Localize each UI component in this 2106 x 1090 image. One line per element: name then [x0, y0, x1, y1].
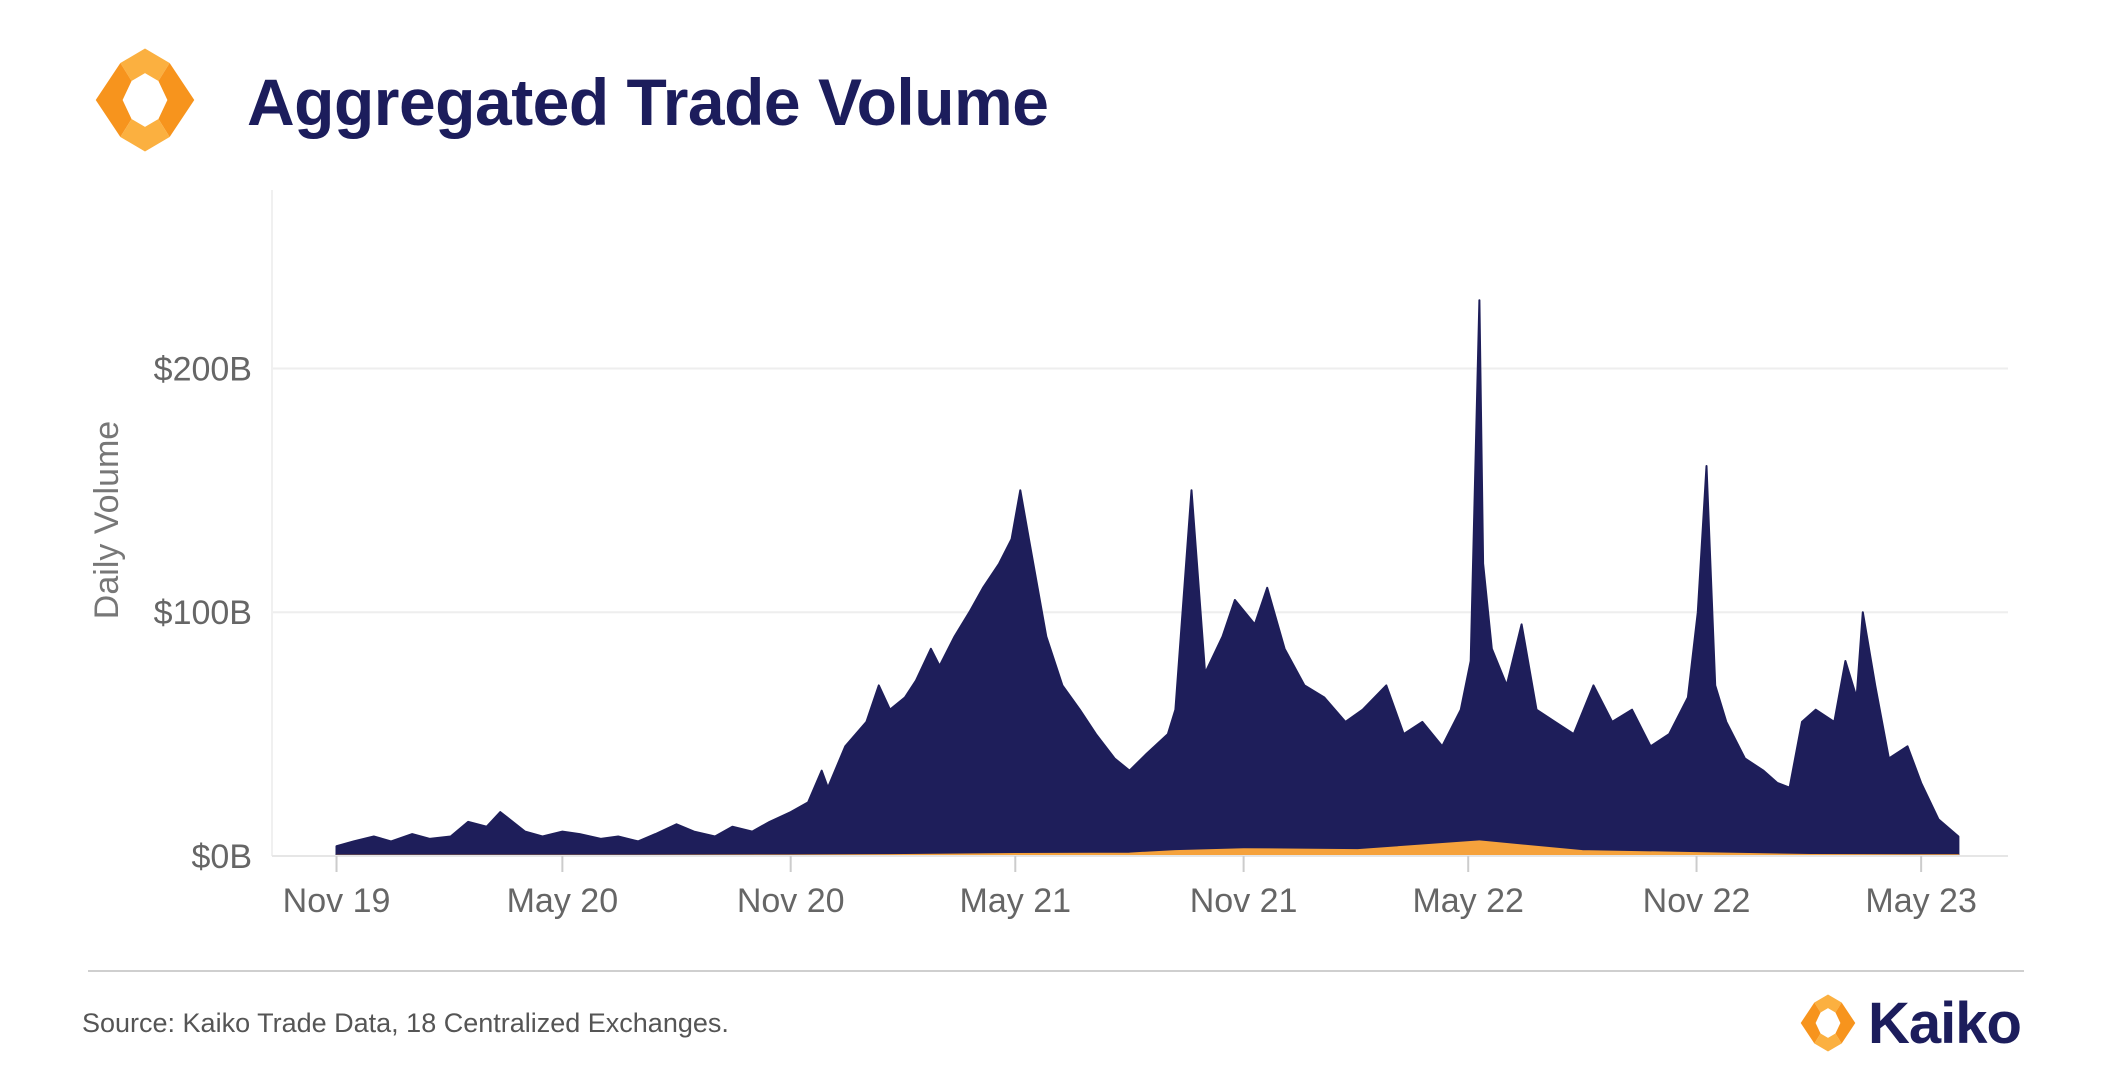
y-tick-label: $200B — [154, 350, 252, 388]
series-layer — [335, 299, 1960, 857]
x-tick-label: May 21 — [960, 882, 1072, 920]
chart-title: Aggregated Trade Volume — [247, 65, 1049, 139]
x-tick-label: Nov 22 — [1643, 882, 1751, 920]
x-tick-label: Nov 19 — [283, 882, 391, 920]
area-chart: $0B $100B $200B Nov 19 May 20 Nov 20 May 21 Nov… — [88, 190, 2008, 920]
x-tick-label: May 20 — [507, 882, 619, 920]
footer-divider — [88, 970, 2024, 972]
axes — [271, 190, 2008, 872]
x-tick-label: May 22 — [1412, 882, 1524, 920]
source-note: Source: Kaiko Trade Data, 18 Centralized… — [82, 1008, 729, 1038]
x-tick-label: Nov 20 — [737, 882, 845, 920]
brand-name: Kaiko — [1868, 991, 2022, 1056]
brand-logo: Kaiko — [1796, 988, 2036, 1058]
tick-labels: $0B $100B $200B Nov 19 May 20 Nov 20 May 21 Nov… — [88, 350, 1977, 920]
grid-lines — [272, 367, 2008, 614]
kaiko-logo-icon — [95, 48, 195, 152]
area-series-1 — [335, 299, 1960, 857]
x-tick-label: Nov 21 — [1190, 882, 1298, 920]
x-tick-label: May 23 — [1865, 882, 1977, 920]
y-axis-label: Daily Volume — [88, 421, 126, 619]
kaiko-logo-icon — [1800, 994, 1856, 1052]
y-tick-label: $0B — [192, 838, 253, 876]
y-tick-label: $100B — [154, 594, 252, 632]
